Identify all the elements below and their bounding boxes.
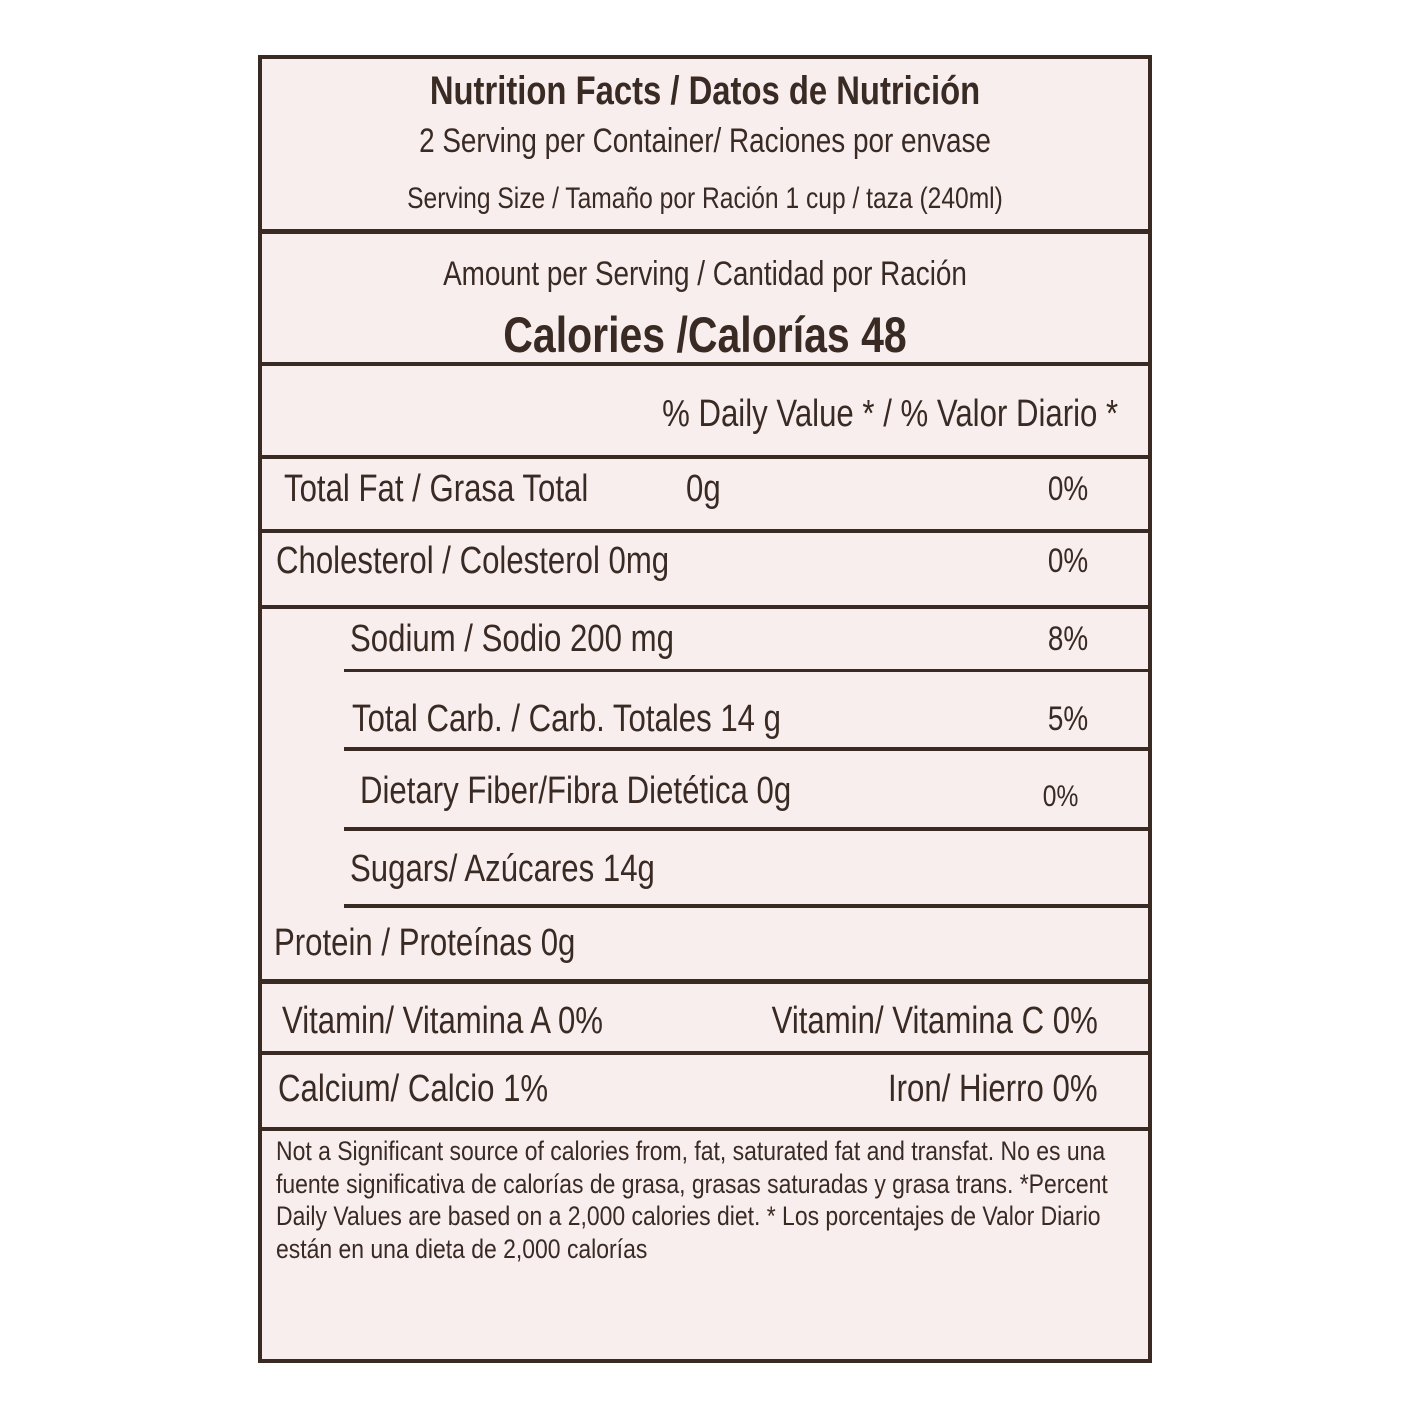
rule: [262, 605, 1148, 609]
row-dv: 8%: [1047, 620, 1088, 658]
row-label: Total Fat / Grasa Total: [284, 468, 589, 510]
rule: [262, 455, 1148, 459]
rule: [262, 979, 1148, 984]
footnote: Not a Significant source of calories fro…: [276, 1136, 1108, 1264]
row-label: Sugars/ Azúcares 14g: [350, 848, 655, 890]
vitamin-right: Vitamin/ Vitamina C 0%: [771, 1000, 1098, 1042]
row-label: Protein / Proteínas 0g: [274, 922, 576, 964]
calories: Calories /Calorías 48: [503, 307, 907, 363]
rule: [262, 362, 1148, 366]
nutrition-label: Nutrition Facts / Datos de Nutrición 2 S…: [258, 55, 1152, 1363]
rule: [262, 529, 1148, 533]
row-label: Dietary Fiber/Fibra Dietética 0g: [360, 770, 792, 812]
vitamin-left: Vitamin/ Vitamina A 0%: [282, 1000, 604, 1042]
row-label: Total Carb. / Carb. Totales 14 g: [352, 698, 781, 740]
title: Nutrition Facts / Datos de Nutrición: [429, 69, 981, 113]
dv-header: % Daily Value * / % Valor Diario *: [661, 393, 1118, 435]
row-dv: 0%: [1042, 780, 1078, 813]
rule: [344, 904, 1148, 908]
row-label: Sodium / Sodio 200 mg: [350, 618, 674, 660]
rule: [262, 1051, 1148, 1055]
rule: [344, 827, 1148, 831]
servings: 2 Serving per Container/ Raciones por en…: [419, 122, 991, 160]
rule: [344, 669, 1148, 672]
row-dv: 0%: [1047, 542, 1088, 580]
rule: [262, 229, 1148, 234]
vitamin-right: Iron/ Hierro 0%: [888, 1068, 1098, 1110]
amount-label: Amount per Serving / Cantidad por Ración: [443, 255, 967, 293]
row-dv: 5%: [1047, 700, 1088, 738]
vitamin-left: Calcium/ Calcio 1%: [278, 1068, 549, 1110]
row-label: Cholesterol / Colesterol 0mg: [276, 540, 670, 582]
row-amount: 0g: [686, 468, 721, 510]
rule: [262, 1127, 1148, 1131]
row-dv: 0%: [1047, 470, 1088, 508]
rule: [344, 747, 1148, 751]
serving-size: Serving Size / Tamaño por Ración 1 cup /…: [407, 182, 1003, 215]
